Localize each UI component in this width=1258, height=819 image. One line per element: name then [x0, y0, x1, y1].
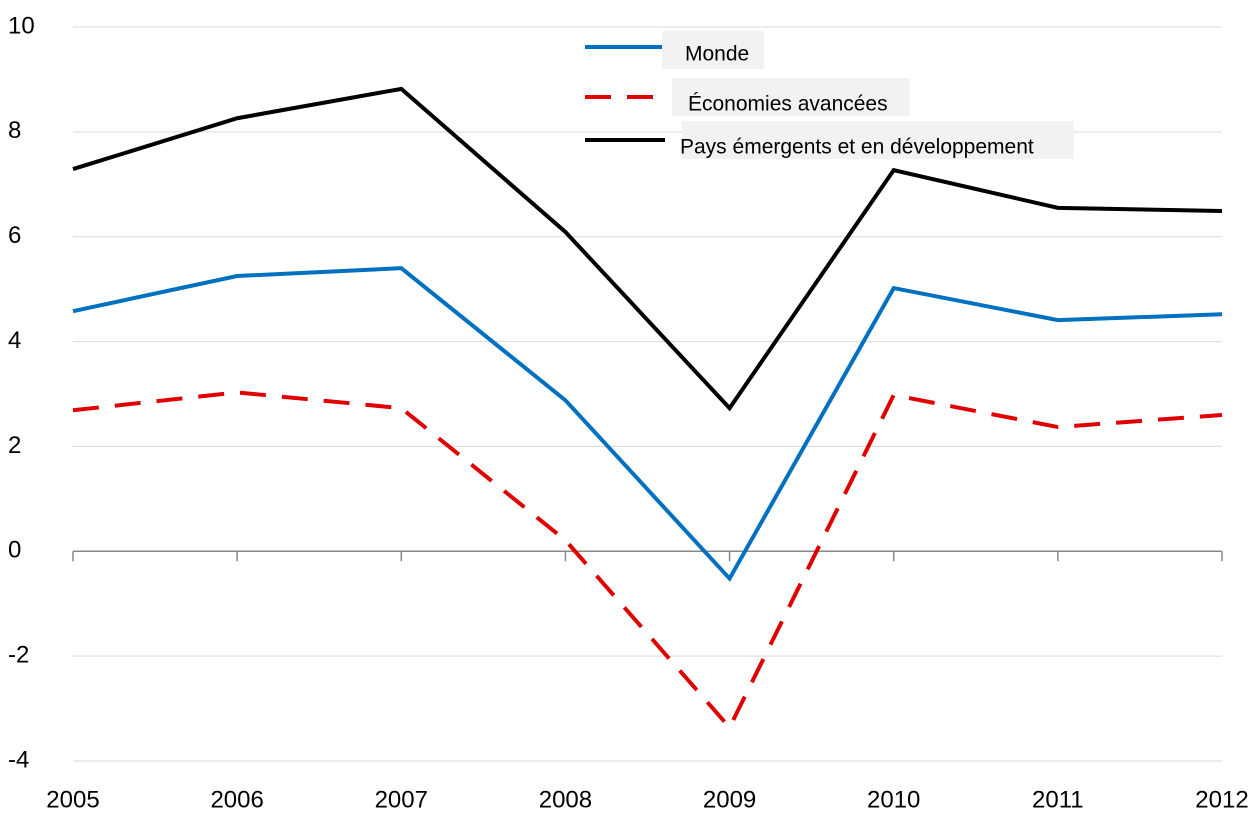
series-line — [72, 390, 1223, 732]
y-tick-label: 0 — [8, 537, 21, 564]
x-tick-label: 2008 — [539, 786, 592, 813]
y-tick-label: 2 — [8, 432, 21, 459]
x-tick-label: 2012 — [1195, 786, 1248, 813]
x-tick-label: 2009 — [703, 786, 756, 813]
y-tick-label: 8 — [8, 117, 21, 144]
legend-label: Monde — [685, 43, 749, 66]
x-tick-label: 2011 — [1032, 786, 1084, 813]
series-line — [72, 86, 1223, 412]
legend-label-bg — [672, 78, 910, 116]
legend-label: Pays émergents et en développement — [680, 136, 1034, 159]
legend-label-bg — [662, 31, 765, 69]
y-tick-label: -4 — [8, 746, 29, 773]
legend-label: Économies avancées — [688, 93, 888, 116]
y-tick-label: 10 — [8, 12, 35, 39]
legend-label-bg — [682, 121, 1074, 159]
y-tick-label: 6 — [8, 222, 21, 249]
x-tick-label: 2005 — [46, 786, 99, 813]
x-tick-label: 2010 — [867, 786, 920, 813]
series-line — [72, 266, 1223, 582]
y-tick-label: -2 — [8, 641, 29, 668]
y-tick-label: 4 — [8, 327, 21, 354]
x-tick-label: 2006 — [210, 786, 263, 813]
x-tick-label: 2007 — [375, 786, 428, 813]
